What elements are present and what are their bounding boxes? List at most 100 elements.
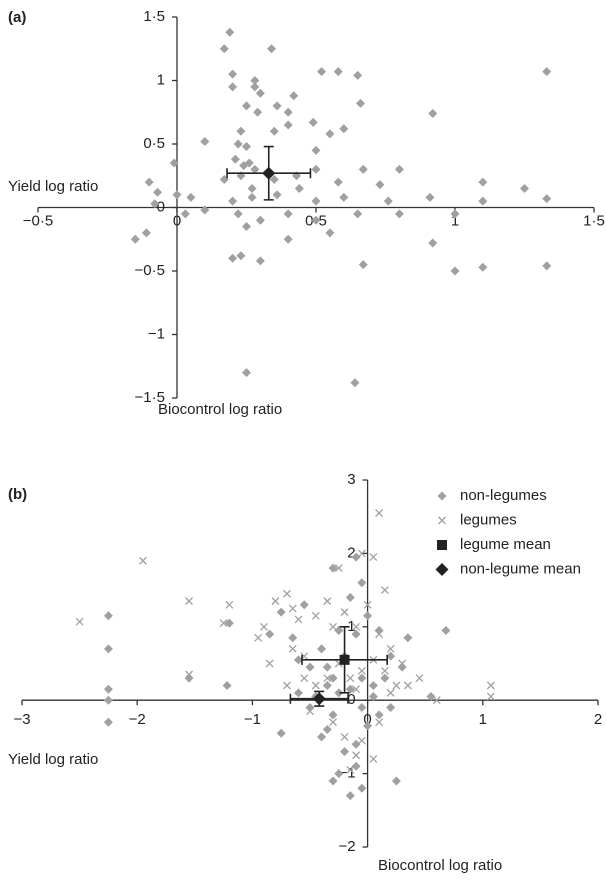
point bbox=[334, 564, 343, 573]
point bbox=[403, 681, 412, 690]
point bbox=[233, 139, 243, 149]
y-axis-label: Yield log ratio bbox=[8, 178, 98, 195]
point bbox=[283, 120, 293, 130]
point bbox=[265, 659, 274, 668]
point bbox=[363, 611, 373, 621]
point bbox=[288, 604, 297, 613]
point bbox=[236, 251, 246, 261]
legend-label: legume mean bbox=[460, 536, 551, 553]
point bbox=[351, 552, 361, 562]
point bbox=[375, 718, 384, 727]
legend-marker bbox=[435, 563, 449, 576]
y-tick-label: −1·5 bbox=[135, 389, 165, 406]
point bbox=[294, 183, 304, 193]
point bbox=[283, 681, 291, 690]
point bbox=[180, 209, 190, 219]
point bbox=[386, 644, 395, 653]
point bbox=[368, 681, 378, 691]
point bbox=[308, 117, 318, 127]
point bbox=[253, 107, 263, 117]
point bbox=[329, 622, 337, 631]
legend-marker bbox=[438, 516, 446, 525]
point bbox=[346, 674, 355, 683]
point bbox=[358, 164, 368, 174]
point bbox=[394, 164, 404, 174]
point bbox=[542, 194, 552, 204]
point bbox=[276, 728, 286, 738]
point bbox=[317, 644, 327, 654]
point bbox=[228, 69, 238, 79]
y-tick-label: 2 bbox=[347, 544, 355, 561]
point bbox=[328, 776, 338, 786]
point bbox=[415, 674, 424, 683]
point bbox=[228, 196, 238, 206]
point bbox=[283, 107, 293, 117]
point bbox=[255, 256, 265, 266]
point bbox=[478, 196, 488, 206]
point bbox=[323, 597, 332, 606]
point bbox=[328, 673, 338, 683]
y-tick-label: 1 bbox=[347, 618, 355, 635]
point bbox=[255, 215, 265, 225]
point bbox=[357, 666, 366, 675]
point bbox=[351, 739, 361, 749]
point bbox=[225, 27, 235, 37]
point bbox=[325, 228, 335, 238]
point bbox=[311, 196, 321, 206]
point bbox=[357, 578, 367, 588]
point bbox=[222, 681, 232, 691]
point bbox=[306, 707, 314, 716]
point bbox=[542, 261, 552, 271]
point bbox=[346, 765, 355, 774]
point bbox=[185, 597, 193, 606]
panel-label: (b) bbox=[8, 486, 27, 503]
point bbox=[236, 126, 246, 136]
point bbox=[323, 674, 332, 683]
y-tick-label: 1 bbox=[157, 71, 165, 88]
point bbox=[288, 633, 298, 643]
point bbox=[325, 129, 335, 139]
point bbox=[230, 154, 240, 164]
point bbox=[293, 688, 303, 698]
point bbox=[357, 736, 366, 745]
point bbox=[428, 238, 438, 248]
point bbox=[299, 600, 309, 610]
point bbox=[103, 717, 113, 727]
point bbox=[375, 509, 384, 517]
point bbox=[139, 556, 147, 565]
point bbox=[141, 228, 151, 238]
point bbox=[334, 625, 344, 635]
point bbox=[345, 791, 355, 801]
point bbox=[322, 662, 332, 672]
point bbox=[334, 769, 344, 779]
point bbox=[351, 629, 361, 639]
point bbox=[219, 619, 228, 628]
point bbox=[357, 703, 367, 713]
point bbox=[254, 633, 263, 642]
point bbox=[153, 187, 163, 197]
x-tick-label: −3 bbox=[13, 711, 30, 728]
point bbox=[478, 262, 488, 272]
point bbox=[233, 209, 243, 219]
point bbox=[185, 670, 193, 679]
y-tick-label: −2 bbox=[338, 838, 355, 855]
point bbox=[172, 190, 182, 200]
point bbox=[186, 192, 196, 202]
point bbox=[380, 666, 389, 675]
panel-label: (a) bbox=[8, 9, 26, 26]
point bbox=[311, 215, 321, 225]
point bbox=[255, 88, 265, 98]
point bbox=[219, 44, 229, 54]
point bbox=[380, 586, 389, 595]
y-tick-label: −1 bbox=[148, 325, 165, 342]
point bbox=[262, 166, 276, 180]
point bbox=[383, 196, 393, 206]
point bbox=[242, 368, 251, 378]
point bbox=[224, 618, 234, 628]
point bbox=[375, 630, 384, 639]
y-tick-label: 0 bbox=[157, 198, 165, 215]
point bbox=[340, 747, 350, 757]
point bbox=[357, 673, 367, 683]
point bbox=[520, 183, 529, 193]
x-tick-label: −0·5 bbox=[23, 212, 53, 229]
